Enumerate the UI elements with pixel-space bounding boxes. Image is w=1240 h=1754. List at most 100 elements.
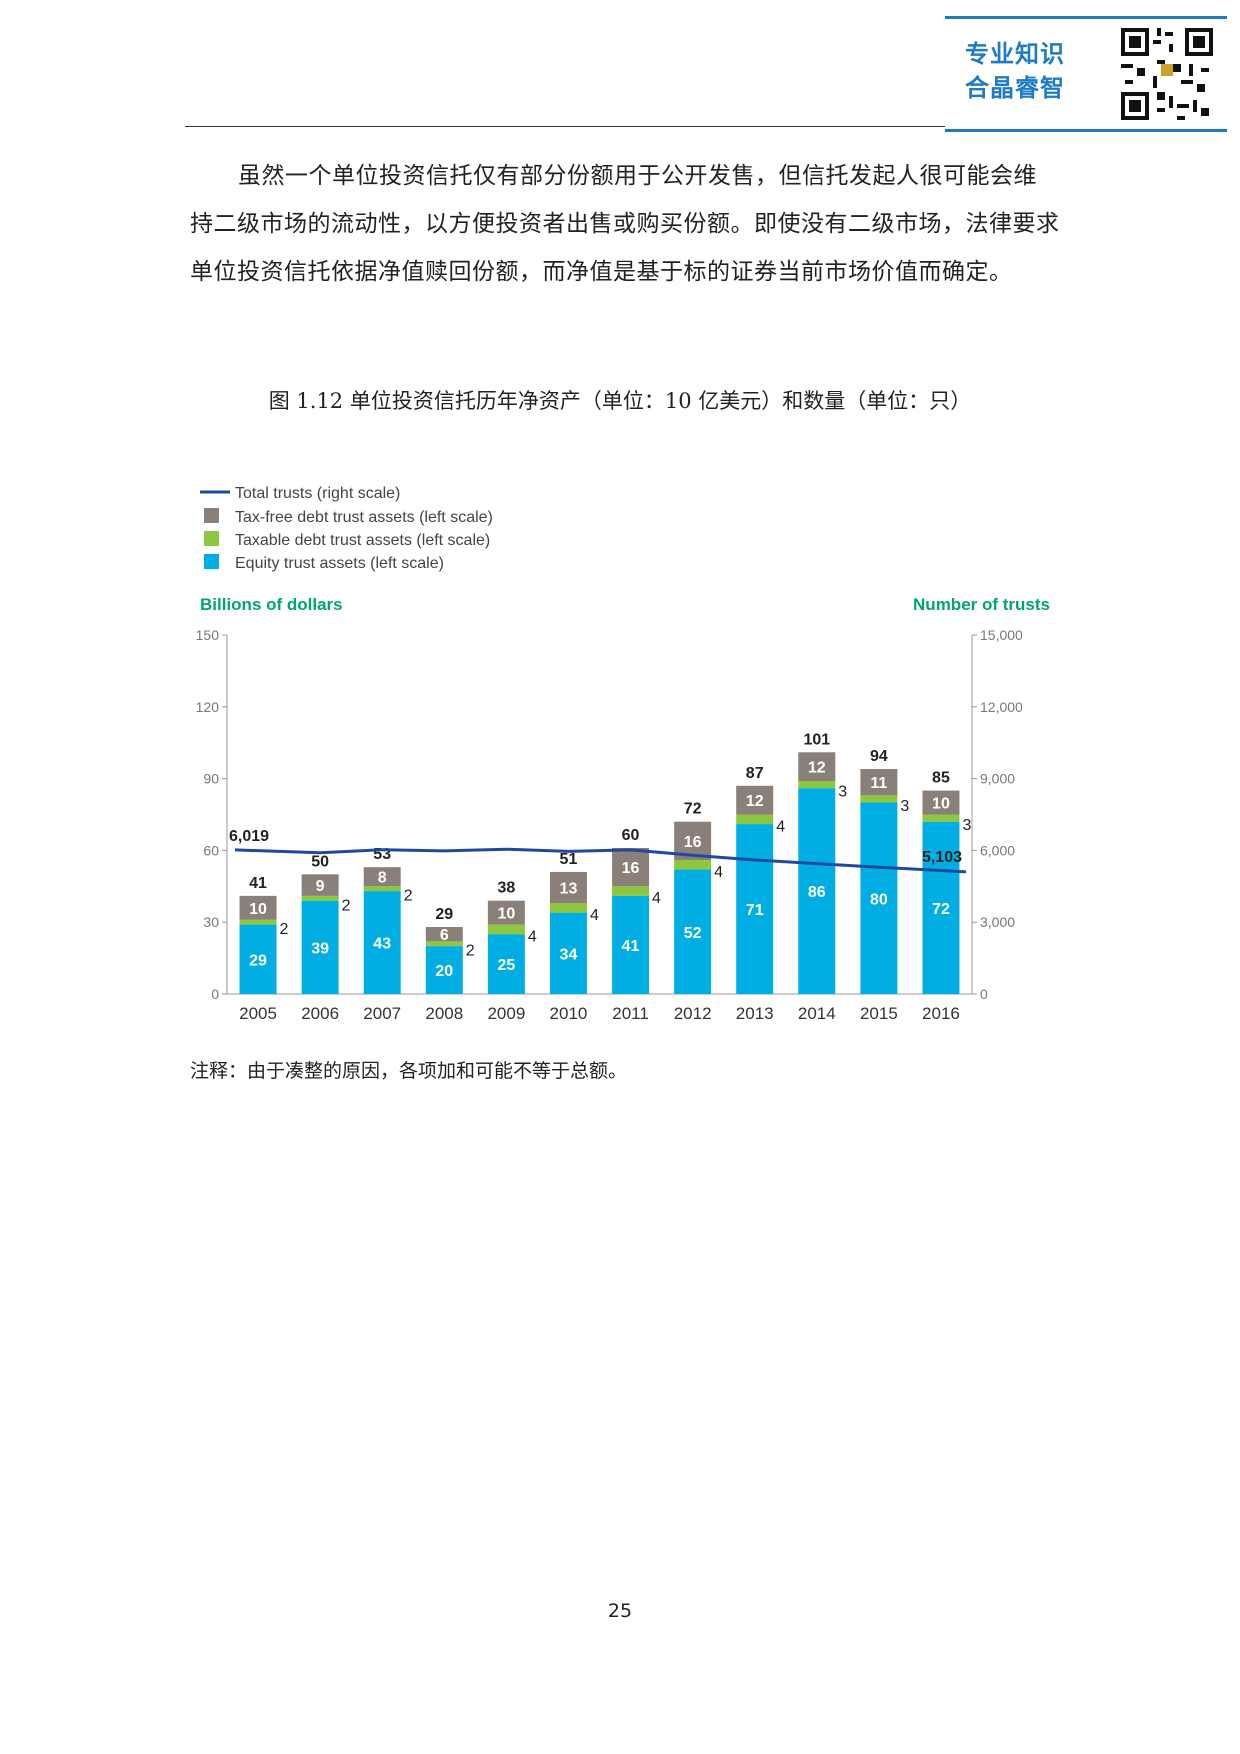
label-taxable: 2 [280, 921, 289, 938]
label-taxable: 3 [962, 817, 971, 834]
brand-box: 专业知识 合晶睿智 [945, 16, 1227, 132]
chart-bars: 2910241399250438253206229251043834134514… [239, 731, 971, 994]
brand-line-2: 合晶睿智 [965, 74, 1065, 102]
left-tick-label: 90 [203, 771, 219, 787]
right-tick-label: 15,000 [980, 627, 1023, 643]
bar-equity [860, 802, 898, 994]
right-tick-label: 12,000 [980, 699, 1023, 715]
header-rule [185, 126, 945, 127]
brand-line-1: 专业知识 [965, 40, 1065, 68]
body-paragraph: 虽然一个单位投资信托仅有部分份额用于公开发售，但信托发起人很可能会维持二级市场的… [190, 163, 1060, 285]
legend-label-taxable: Taxable debt trust assets (left scale) [235, 532, 490, 549]
right-tick-label: 9,000 [980, 771, 1015, 787]
bar-taxable [612, 886, 650, 896]
bar-taxable [239, 919, 277, 925]
x-tick-label: 2006 [301, 1004, 339, 1023]
label-equity: 86 [808, 884, 826, 901]
line-label-last: 5,103 [922, 849, 962, 866]
label-taxfree: 10 [932, 796, 950, 813]
line-label-first: 6,019 [229, 828, 269, 845]
label-total: 94 [870, 748, 888, 765]
label-taxable: 4 [714, 864, 723, 881]
x-tick-label: 2014 [798, 1004, 836, 1023]
label-equity: 80 [870, 891, 888, 908]
label-total: 60 [622, 827, 640, 844]
figure-note: 注释：由于凑整的原因，各项加和可能不等于总额。 [190, 1060, 628, 1082]
bar-equity [363, 891, 401, 994]
x-tick-label: 2012 [674, 1004, 712, 1023]
stacked-bar-chart: Total trusts (right scale) Tax-free debt… [196, 485, 1050, 1023]
legend-label-taxfree: Tax-free debt trust assets (left scale) [235, 509, 493, 526]
bar-taxfree [239, 895, 277, 920]
bar-taxfree [736, 785, 774, 815]
label-equity: 72 [932, 901, 950, 918]
bar-equity [612, 895, 650, 994]
label-total: 38 [497, 880, 515, 897]
total-trusts-line [234, 847, 967, 874]
label-taxable: 4 [528, 928, 537, 945]
label-equity: 29 [249, 952, 267, 969]
legend-label-total: Total trusts (right scale) [235, 485, 400, 502]
bar-taxable [301, 895, 339, 901]
label-taxable: 2 [404, 888, 413, 905]
bar-taxable [549, 903, 587, 913]
label-taxfree: 9 [316, 878, 325, 895]
bar-taxfree [487, 900, 525, 925]
x-tick-label: 2007 [363, 1004, 401, 1023]
bar-taxable [860, 795, 898, 803]
label-taxfree: 12 [746, 793, 764, 810]
label-total: 72 [684, 801, 702, 818]
label-equity: 52 [684, 925, 702, 942]
x-tick-label: 2008 [425, 1004, 463, 1023]
legend-swatch-taxfree [204, 508, 219, 523]
label-equity: 43 [373, 936, 391, 953]
bar-taxfree [363, 867, 401, 887]
label-total: 87 [746, 765, 764, 782]
bar-equity [922, 821, 960, 994]
left-tick-label: 60 [203, 842, 219, 858]
legend-swatch-equity [204, 554, 219, 569]
bar-taxable [487, 924, 525, 935]
label-equity: 20 [435, 963, 453, 980]
label-taxable: 3 [838, 784, 847, 801]
label-taxable: 3 [900, 798, 909, 815]
bar-taxfree [922, 790, 960, 815]
left-tick-label: 30 [203, 914, 219, 930]
x-tick-label: 2015 [860, 1004, 898, 1023]
label-taxable: 4 [590, 907, 599, 924]
bar-equity [425, 946, 463, 994]
legend-swatch-taxable [204, 531, 219, 546]
bar-taxfree [425, 926, 463, 942]
label-taxable: 2 [342, 897, 351, 914]
bar-taxable [922, 814, 960, 822]
legend-label-equity: Equity trust assets (left scale) [235, 555, 444, 572]
right-tick-label: 3,000 [980, 914, 1015, 930]
bar-taxable [798, 780, 836, 789]
right-tick-label: 0 [980, 986, 988, 1002]
label-equity: 25 [497, 957, 515, 974]
bar-taxfree [549, 871, 587, 904]
right-axis-title: Number of trusts [913, 595, 1050, 614]
brand-logo-text: 专业知识 合晶睿智 [965, 37, 1065, 105]
label-equity: 39 [311, 940, 329, 957]
label-taxfree: 10 [497, 906, 515, 923]
label-taxable: 4 [652, 890, 661, 907]
label-taxable: 4 [776, 818, 785, 835]
x-tick-label: 2013 [736, 1004, 774, 1023]
label-total: 51 [560, 851, 578, 868]
bar-equity [798, 788, 836, 994]
bar-equity [736, 824, 774, 994]
label-equity: 41 [622, 938, 640, 955]
x-tick-label: 2016 [922, 1004, 960, 1023]
label-taxable: 2 [466, 943, 475, 960]
bar-taxfree [798, 752, 836, 781]
label-total: 41 [249, 875, 267, 892]
label-total: 85 [932, 770, 950, 787]
x-tick-label: 2005 [239, 1004, 277, 1023]
bar-taxable [425, 941, 463, 947]
bar-taxable [674, 859, 712, 870]
bar-taxfree [301, 874, 339, 896]
label-total: 29 [435, 906, 453, 923]
chart-legend: Total trusts (right scale) Tax-free debt… [200, 485, 493, 572]
bar-equity [301, 900, 339, 994]
